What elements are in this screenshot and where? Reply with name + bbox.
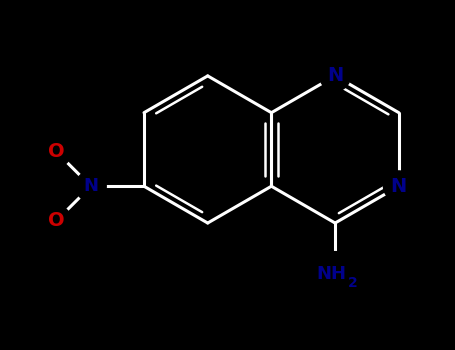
Text: O: O	[48, 142, 65, 161]
Text: NH: NH	[316, 265, 346, 283]
Circle shape	[320, 61, 350, 91]
Circle shape	[313, 252, 358, 296]
Text: N: N	[391, 177, 407, 196]
Circle shape	[41, 136, 71, 167]
Text: O: O	[48, 211, 65, 230]
Circle shape	[76, 171, 106, 202]
Circle shape	[384, 171, 414, 202]
Text: N: N	[83, 177, 98, 195]
Text: 2: 2	[348, 276, 358, 290]
Circle shape	[41, 205, 71, 236]
Text: N: N	[327, 66, 343, 85]
